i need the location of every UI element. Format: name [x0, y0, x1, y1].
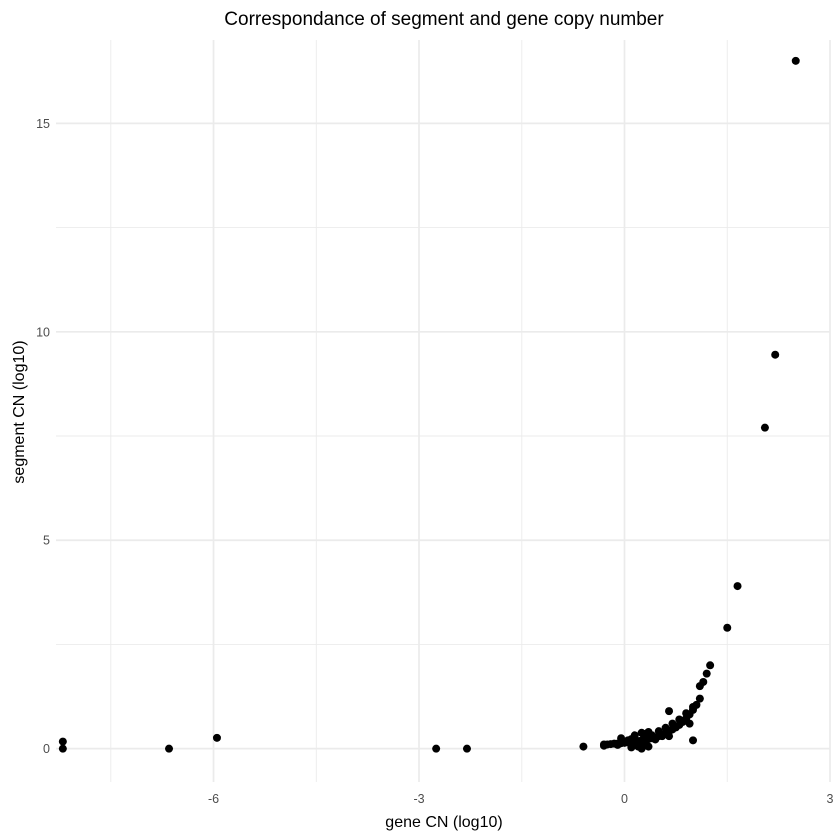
x-tick-label: -3 [413, 792, 424, 806]
x-tick-label: 0 [621, 792, 628, 806]
y-tick-label: 5 [43, 534, 50, 548]
data-point [637, 744, 646, 753]
data-points [58, 56, 800, 753]
data-point [58, 744, 67, 753]
data-point [579, 742, 588, 751]
x-tick-label: -6 [208, 792, 219, 806]
data-point [599, 741, 608, 750]
data-point [665, 707, 674, 716]
data-point [668, 719, 677, 728]
chart-title: Correspondance of segment and gene copy … [224, 9, 664, 30]
data-point [637, 728, 646, 737]
data-point [760, 423, 769, 432]
data-point [644, 742, 653, 751]
data-point [432, 744, 441, 753]
y-tick-label: 0 [43, 742, 50, 756]
data-point [212, 733, 221, 742]
data-point [682, 709, 691, 718]
data-point [675, 715, 684, 724]
y-tick-label: 15 [36, 117, 50, 131]
data-point [617, 734, 626, 743]
data-point [58, 737, 67, 746]
y-tick-label: 10 [36, 325, 50, 339]
data-point [462, 744, 471, 753]
major-gridlines [56, 40, 831, 782]
data-point [699, 677, 708, 686]
data-point [627, 743, 636, 752]
x-tick-label: 3 [827, 792, 834, 806]
data-point [165, 744, 174, 753]
data-point [685, 719, 694, 728]
data-point [651, 735, 660, 744]
data-point [706, 661, 715, 670]
y-axis-ticks: 0 5 10 15 [36, 117, 50, 756]
data-point [689, 736, 698, 745]
data-point [771, 350, 780, 359]
data-point [791, 56, 800, 65]
data-point [733, 582, 742, 591]
x-axis-ticks: -6 -3 0 3 [208, 792, 834, 806]
data-point [695, 694, 704, 703]
data-point [658, 732, 667, 741]
data-point [644, 727, 653, 736]
y-axis-title: segment CN (log10) [11, 340, 28, 483]
data-point [723, 623, 732, 632]
data-point [665, 732, 674, 741]
data-point [613, 740, 622, 749]
data-point [689, 702, 698, 711]
x-axis-title: gene CN (log10) [385, 814, 502, 831]
minor-gridlines [56, 40, 830, 782]
data-point [623, 736, 632, 745]
data-point [661, 723, 670, 732]
data-point [702, 669, 711, 678]
